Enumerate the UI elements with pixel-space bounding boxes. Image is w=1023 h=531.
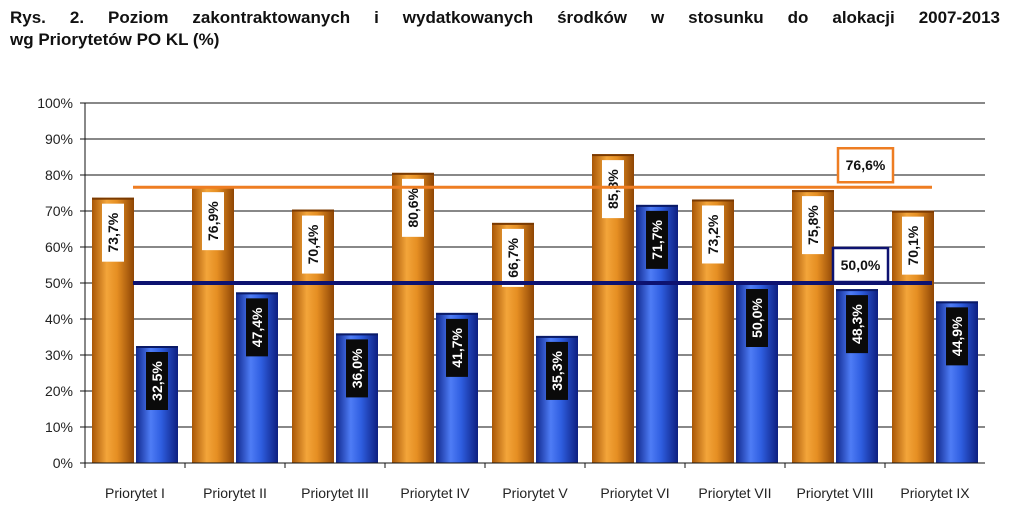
bar-top-edge: [592, 154, 634, 157]
data-label-text: 70,4%: [305, 224, 321, 264]
data-label: 44,9%: [946, 307, 968, 366]
x-category-label: Priorytet I: [105, 485, 165, 501]
x-category-label: Priorytet IV: [400, 485, 470, 501]
data-label-text: 48,3%: [849, 304, 865, 344]
data-label-box: [846, 295, 868, 354]
y-tick-label: 40%: [45, 311, 73, 327]
data-label: 71,7%: [646, 210, 668, 269]
y-tick-label: 30%: [45, 347, 73, 363]
data-label-text: 32,5%: [149, 361, 165, 401]
data-label-box: [546, 341, 568, 400]
caption-line-1: Rys. 2. Poziom zakontraktowanych i wydat…: [10, 8, 1000, 27]
data-label: 47,4%: [246, 298, 268, 357]
data-label-box: [302, 215, 324, 274]
bar-top-edge: [92, 197, 134, 200]
data-label-text: 35,3%: [549, 351, 565, 391]
data-label-box: [146, 352, 168, 410]
y-tick-label: 60%: [45, 239, 73, 255]
data-label: 41,7%: [446, 318, 468, 377]
data-label-text: 71,7%: [649, 219, 665, 259]
bar-top-edge: [236, 292, 278, 295]
x-category-label: Priorytet III: [301, 485, 369, 501]
data-label: 73,7%: [102, 203, 124, 262]
data-label-box: [702, 205, 724, 264]
data-label-box: [402, 178, 424, 237]
data-label: 70,1%: [902, 216, 924, 275]
data-label: 48,3%: [846, 295, 868, 354]
data-label-text: 47,4%: [249, 307, 265, 347]
bar-top-edge: [536, 335, 578, 338]
data-label-text: 73,2%: [705, 214, 721, 254]
data-label-text: 41,7%: [449, 327, 465, 367]
data-label-text: 75,8%: [805, 205, 821, 245]
reference-label-box: [831, 246, 890, 284]
bar-top-edge: [336, 333, 378, 336]
y-tick-label: 100%: [37, 95, 73, 111]
data-label-box: [102, 203, 124, 262]
x-category-label: Priorytet VIII: [796, 485, 873, 501]
data-label-box: [746, 289, 768, 347]
data-label-text: 76,9%: [205, 201, 221, 241]
data-label: 73,2%: [702, 205, 724, 264]
caption-line-2: wg Priorytetów PO KL (%): [10, 30, 220, 49]
data-label-box: [902, 216, 924, 275]
y-tick-label: 0%: [53, 455, 73, 471]
x-category-label: Priorytet VII: [698, 485, 771, 501]
x-category-label: Priorytet II: [203, 485, 267, 501]
data-label-text: 85,8%: [605, 169, 621, 209]
y-tick-label: 80%: [45, 167, 73, 183]
bar-top-edge: [436, 312, 478, 315]
y-tick-label: 70%: [45, 203, 73, 219]
bar-top-edge: [636, 204, 678, 207]
data-label-box: [446, 318, 468, 377]
y-tick-label: 50%: [45, 275, 73, 291]
bar-top-edge: [392, 172, 434, 175]
data-label: 85,8%: [602, 160, 624, 219]
bar-top-edge: [892, 210, 934, 213]
bar-top-edge: [792, 190, 834, 193]
data-label-text: 44,9%: [949, 316, 965, 356]
data-label-text: 73,7%: [105, 212, 121, 252]
data-label-text: 80,6%: [405, 187, 421, 227]
data-label: 32,5%: [146, 352, 168, 410]
data-label-text: 66,7%: [505, 237, 521, 277]
reference-label-text: 76,6%: [846, 157, 886, 173]
bar-top-edge: [936, 301, 978, 304]
data-label: 80,6%: [402, 178, 424, 237]
data-label-text: 36,0%: [349, 348, 365, 388]
data-label: 66,7%: [502, 228, 524, 287]
chart-caption: Rys. 2. Poziom zakontraktowanych i wydat…: [10, 7, 1000, 51]
data-label-box: [346, 339, 368, 398]
x-category-label: Priorytet V: [502, 485, 568, 501]
data-label-box: [602, 160, 624, 219]
data-label-box: [646, 210, 668, 269]
data-label-text: 70,1%: [905, 225, 921, 265]
bar-top-edge: [836, 289, 878, 292]
data-label-box: [802, 196, 824, 255]
data-label-box: [246, 298, 268, 357]
reference-label-text: 50,0%: [841, 257, 881, 273]
data-label-box: [946, 307, 968, 366]
bar-top-edge: [292, 209, 334, 212]
bar-top-edge: [492, 222, 534, 225]
bar-top-edge: [692, 199, 734, 202]
y-tick-label: 20%: [45, 383, 73, 399]
data-label-box: [502, 228, 524, 287]
data-label-text: 50,0%: [749, 298, 765, 338]
data-label: 35,3%: [546, 341, 568, 400]
data-label: 75,8%: [802, 196, 824, 255]
data-label: 36,0%: [346, 339, 368, 398]
y-tick-label: 90%: [45, 131, 73, 147]
x-category-label: Priorytet VI: [600, 485, 669, 501]
data-label: 70,4%: [302, 215, 324, 274]
data-label-box: [202, 192, 224, 251]
bar-top-edge: [136, 346, 178, 348]
reference-label-box: [836, 146, 895, 184]
y-tick-label: 10%: [45, 419, 73, 435]
data-label: 50,0%: [746, 289, 768, 347]
x-category-label: Priorytet IX: [900, 485, 970, 501]
data-label: 76,9%: [202, 192, 224, 251]
